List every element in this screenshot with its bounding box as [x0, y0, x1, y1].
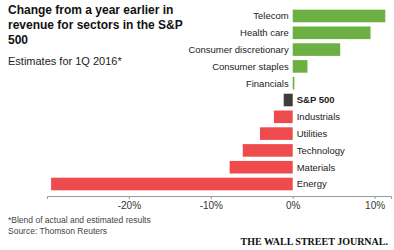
category-label: Utilities [297, 128, 328, 139]
title-line: Change from a year earlier in [8, 3, 173, 17]
tick-label: -10% [200, 200, 223, 211]
tick: -20% [118, 196, 141, 211]
bars [51, 10, 385, 191]
category-label: Materials [297, 162, 336, 173]
category-label: Industrials [297, 111, 341, 122]
bar [293, 26, 371, 39]
category-label: Technology [297, 145, 345, 156]
title-line: 500 [8, 33, 28, 47]
category-label: Energy [297, 178, 327, 189]
title-line: revenue for sectors in the S&P [8, 18, 183, 32]
bar [284, 94, 293, 107]
category-labels: Telecom Health care Consumer discretionary… [188, 10, 345, 189]
bar [260, 127, 293, 140]
category-label: Health care [240, 27, 289, 38]
source: Source: Thomson Reuters [8, 226, 107, 236]
category-label: Consumer discretionary [188, 44, 289, 55]
category-label: Financials [246, 78, 289, 89]
tick-mark [293, 196, 294, 199]
tick-mark [211, 196, 212, 199]
bar [243, 144, 293, 157]
category-label: S&P 500 [297, 94, 335, 105]
tick: -10% [200, 196, 223, 211]
tick-mark [375, 196, 376, 199]
tick-label: 0% [286, 200, 301, 211]
bar [51, 178, 293, 191]
bar [293, 43, 341, 56]
bar [293, 10, 386, 23]
bar [293, 60, 308, 73]
x-axis: -20% -10% 0% 10% [48, 196, 392, 211]
tick-mark [129, 196, 130, 199]
tick-label: -20% [118, 200, 141, 211]
category-label: Consumer staples [212, 61, 289, 72]
footnote: *Blend of actual and estimated results [8, 215, 151, 225]
bar [293, 77, 295, 90]
category-label: Telecom [253, 10, 288, 21]
tick-label: 10% [365, 200, 385, 211]
tick: 0% [286, 196, 301, 211]
tick: 10% [365, 196, 385, 211]
credit: THE WALL STREET JOURNAL. [241, 236, 389, 247]
axis-line [48, 197, 392, 200]
chart: Change from a year earlier inrevenue for… [0, 0, 394, 250]
title: Change from a year earlier inrevenue for… [8, 3, 183, 47]
bar [274, 111, 293, 124]
subtitle: Estimates for 1Q 2016* [8, 55, 122, 67]
bar [230, 161, 293, 174]
